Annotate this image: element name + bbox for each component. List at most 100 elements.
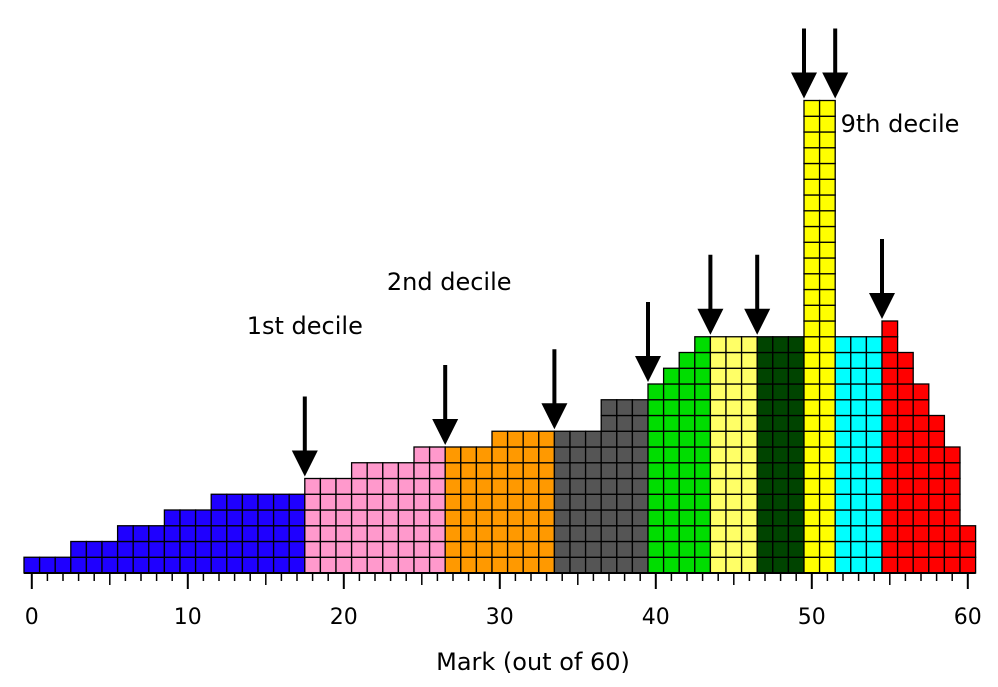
bar-cell xyxy=(787,399,805,417)
bar-cell xyxy=(740,399,758,417)
bar-cell xyxy=(662,367,680,385)
bar-cell xyxy=(756,336,774,354)
bar-cell xyxy=(803,257,821,275)
bar-cell xyxy=(584,556,602,574)
bar-cell xyxy=(850,477,868,495)
bar-cell xyxy=(475,493,493,511)
bar-cell xyxy=(725,383,743,401)
bar-cell xyxy=(428,462,446,480)
bar-mark-12 xyxy=(210,493,228,574)
bar-cell xyxy=(803,493,821,511)
bar-cell xyxy=(756,540,774,558)
bar-mark-42 xyxy=(678,351,696,574)
bar-cell xyxy=(226,540,244,558)
bar-cell xyxy=(818,131,836,149)
bar-cell xyxy=(616,399,634,417)
bar-cell xyxy=(834,399,852,417)
bar-cell xyxy=(881,320,899,338)
bar-cell xyxy=(335,556,353,574)
bar-cell xyxy=(226,525,244,543)
bar-cell xyxy=(850,462,868,480)
bar-cell xyxy=(803,147,821,165)
bar-cell xyxy=(584,509,602,527)
bar-cell xyxy=(538,556,556,574)
bar-cell xyxy=(834,351,852,369)
bar-cell xyxy=(725,351,743,369)
bar-cell xyxy=(631,493,649,511)
bar-cell xyxy=(179,509,197,527)
bar-cell xyxy=(647,509,665,527)
bar-cell xyxy=(740,477,758,495)
bar-cell xyxy=(803,162,821,180)
bar-cell xyxy=(210,493,228,511)
bar-cell xyxy=(662,525,680,543)
bar-cell xyxy=(366,556,384,574)
bar-mark-10 xyxy=(179,509,197,574)
bar-mark-13 xyxy=(226,493,244,574)
bar-cell xyxy=(865,383,883,401)
bar-cell xyxy=(803,383,821,401)
bar-cell xyxy=(772,430,790,448)
bar-cell xyxy=(272,556,290,574)
bar-cell xyxy=(616,462,634,480)
bar-cell xyxy=(772,367,790,385)
bar-cell xyxy=(647,556,665,574)
bar-cell xyxy=(257,556,275,574)
bar-cell xyxy=(460,462,478,480)
bar-cell xyxy=(647,493,665,511)
bar-cell xyxy=(678,540,696,558)
bar-cell xyxy=(584,525,602,543)
bar-cell xyxy=(272,525,290,543)
bar-cell xyxy=(756,414,774,432)
bar-mark-19 xyxy=(319,477,337,574)
bar-cell xyxy=(210,556,228,574)
bar-cell xyxy=(912,540,930,558)
bar-cell xyxy=(678,525,696,543)
bar-cell xyxy=(787,540,805,558)
bar-cell xyxy=(818,320,836,338)
bar-cell xyxy=(865,493,883,511)
bar-cell xyxy=(148,540,166,558)
bar-cell xyxy=(709,336,727,354)
bar-cell xyxy=(631,430,649,448)
bar-mark-53 xyxy=(850,336,868,574)
bar-cell xyxy=(803,273,821,291)
bar-cell xyxy=(803,241,821,259)
bar-cell xyxy=(772,509,790,527)
bar-cell xyxy=(709,383,727,401)
bar-cell xyxy=(226,493,244,511)
bar-cell xyxy=(818,99,836,117)
bar-cell xyxy=(584,493,602,511)
bar-cell xyxy=(288,556,306,574)
bar-cell xyxy=(569,525,587,543)
bar-cell xyxy=(725,556,743,574)
bar-cell xyxy=(148,556,166,574)
bar-cell xyxy=(709,414,727,432)
bar-mark-11 xyxy=(194,509,212,574)
bar-cell xyxy=(818,241,836,259)
bar-cell xyxy=(600,462,618,480)
bar-cell xyxy=(241,556,259,574)
bar-cell xyxy=(678,351,696,369)
bar-cell xyxy=(818,288,836,306)
bar-cell xyxy=(631,509,649,527)
decile-arrow xyxy=(635,302,661,382)
bar-mark-31 xyxy=(506,430,524,574)
bar-cell xyxy=(772,477,790,495)
bar-cell xyxy=(366,462,384,480)
bar-cell xyxy=(506,477,524,495)
bar-cell xyxy=(553,540,571,558)
bar-cell xyxy=(928,540,946,558)
bar-cell xyxy=(350,477,368,495)
bar-cell xyxy=(881,351,899,369)
bar-cell xyxy=(756,367,774,385)
bar-cell xyxy=(881,493,899,511)
bar-cell xyxy=(772,383,790,401)
bar-cell xyxy=(413,477,431,495)
bar-cell xyxy=(834,540,852,558)
bar-cell xyxy=(678,509,696,527)
bar-cell xyxy=(740,462,758,480)
bar-cell xyxy=(569,540,587,558)
decile-arrow xyxy=(697,254,724,335)
